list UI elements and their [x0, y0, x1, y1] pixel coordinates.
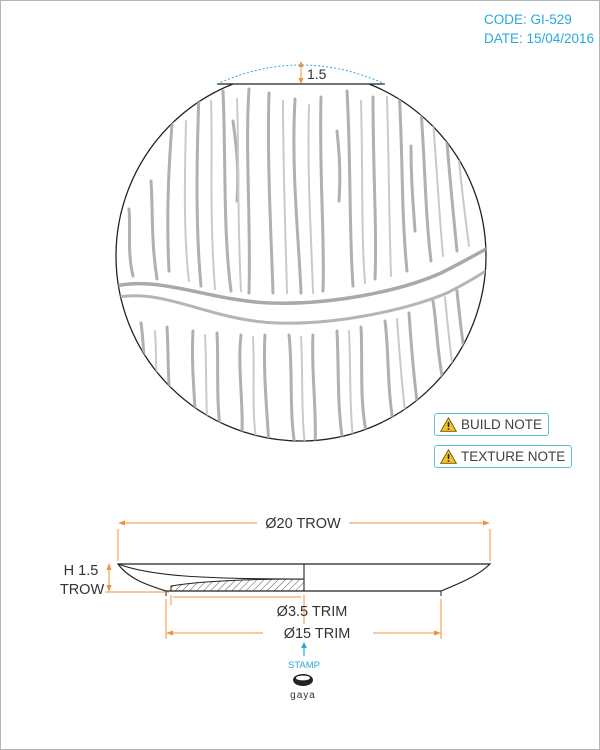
drawing-code: CODE: GI-529 [484, 12, 572, 27]
leaf-texture [116, 87, 486, 441]
drawing-date: DATE: 15/04/2016 [484, 31, 595, 46]
stamp-label: STAMP [288, 660, 320, 671]
gaya-logo [293, 674, 313, 686]
warning-icon [439, 416, 458, 432]
height-label-line2: TROW [60, 582, 105, 598]
outer-diameter-label: Ø20 TROW [265, 516, 341, 532]
plate-top-view: 1.5 [115, 61, 487, 442]
height-label-line1: H 1.5 [64, 563, 99, 579]
stamp-marker: STAMP gaya [288, 642, 320, 701]
drawing-info: CODE: GI-529 DATE: 15/04/2016 [484, 10, 594, 48]
warning-icon [439, 448, 458, 464]
stamp-brand: gaya [290, 690, 316, 701]
texture-note-label: TEXTURE NOTE [461, 449, 566, 464]
rim-depth-label: 1.5 [307, 66, 327, 82]
build-note-label: BUILD NOTE [461, 417, 543, 432]
base-trim-label: Ø15 TRIM [284, 626, 351, 642]
build-note-button[interactable]: BUILD NOTE [434, 413, 550, 436]
plate-section-view: Ø20 TROW H 1.5 TROW Ø3.5 TRIM [60, 516, 492, 642]
inner-trim-label: Ø3.5 TRIM [277, 604, 348, 620]
texture-note-button[interactable]: TEXTURE NOTE [434, 445, 573, 468]
